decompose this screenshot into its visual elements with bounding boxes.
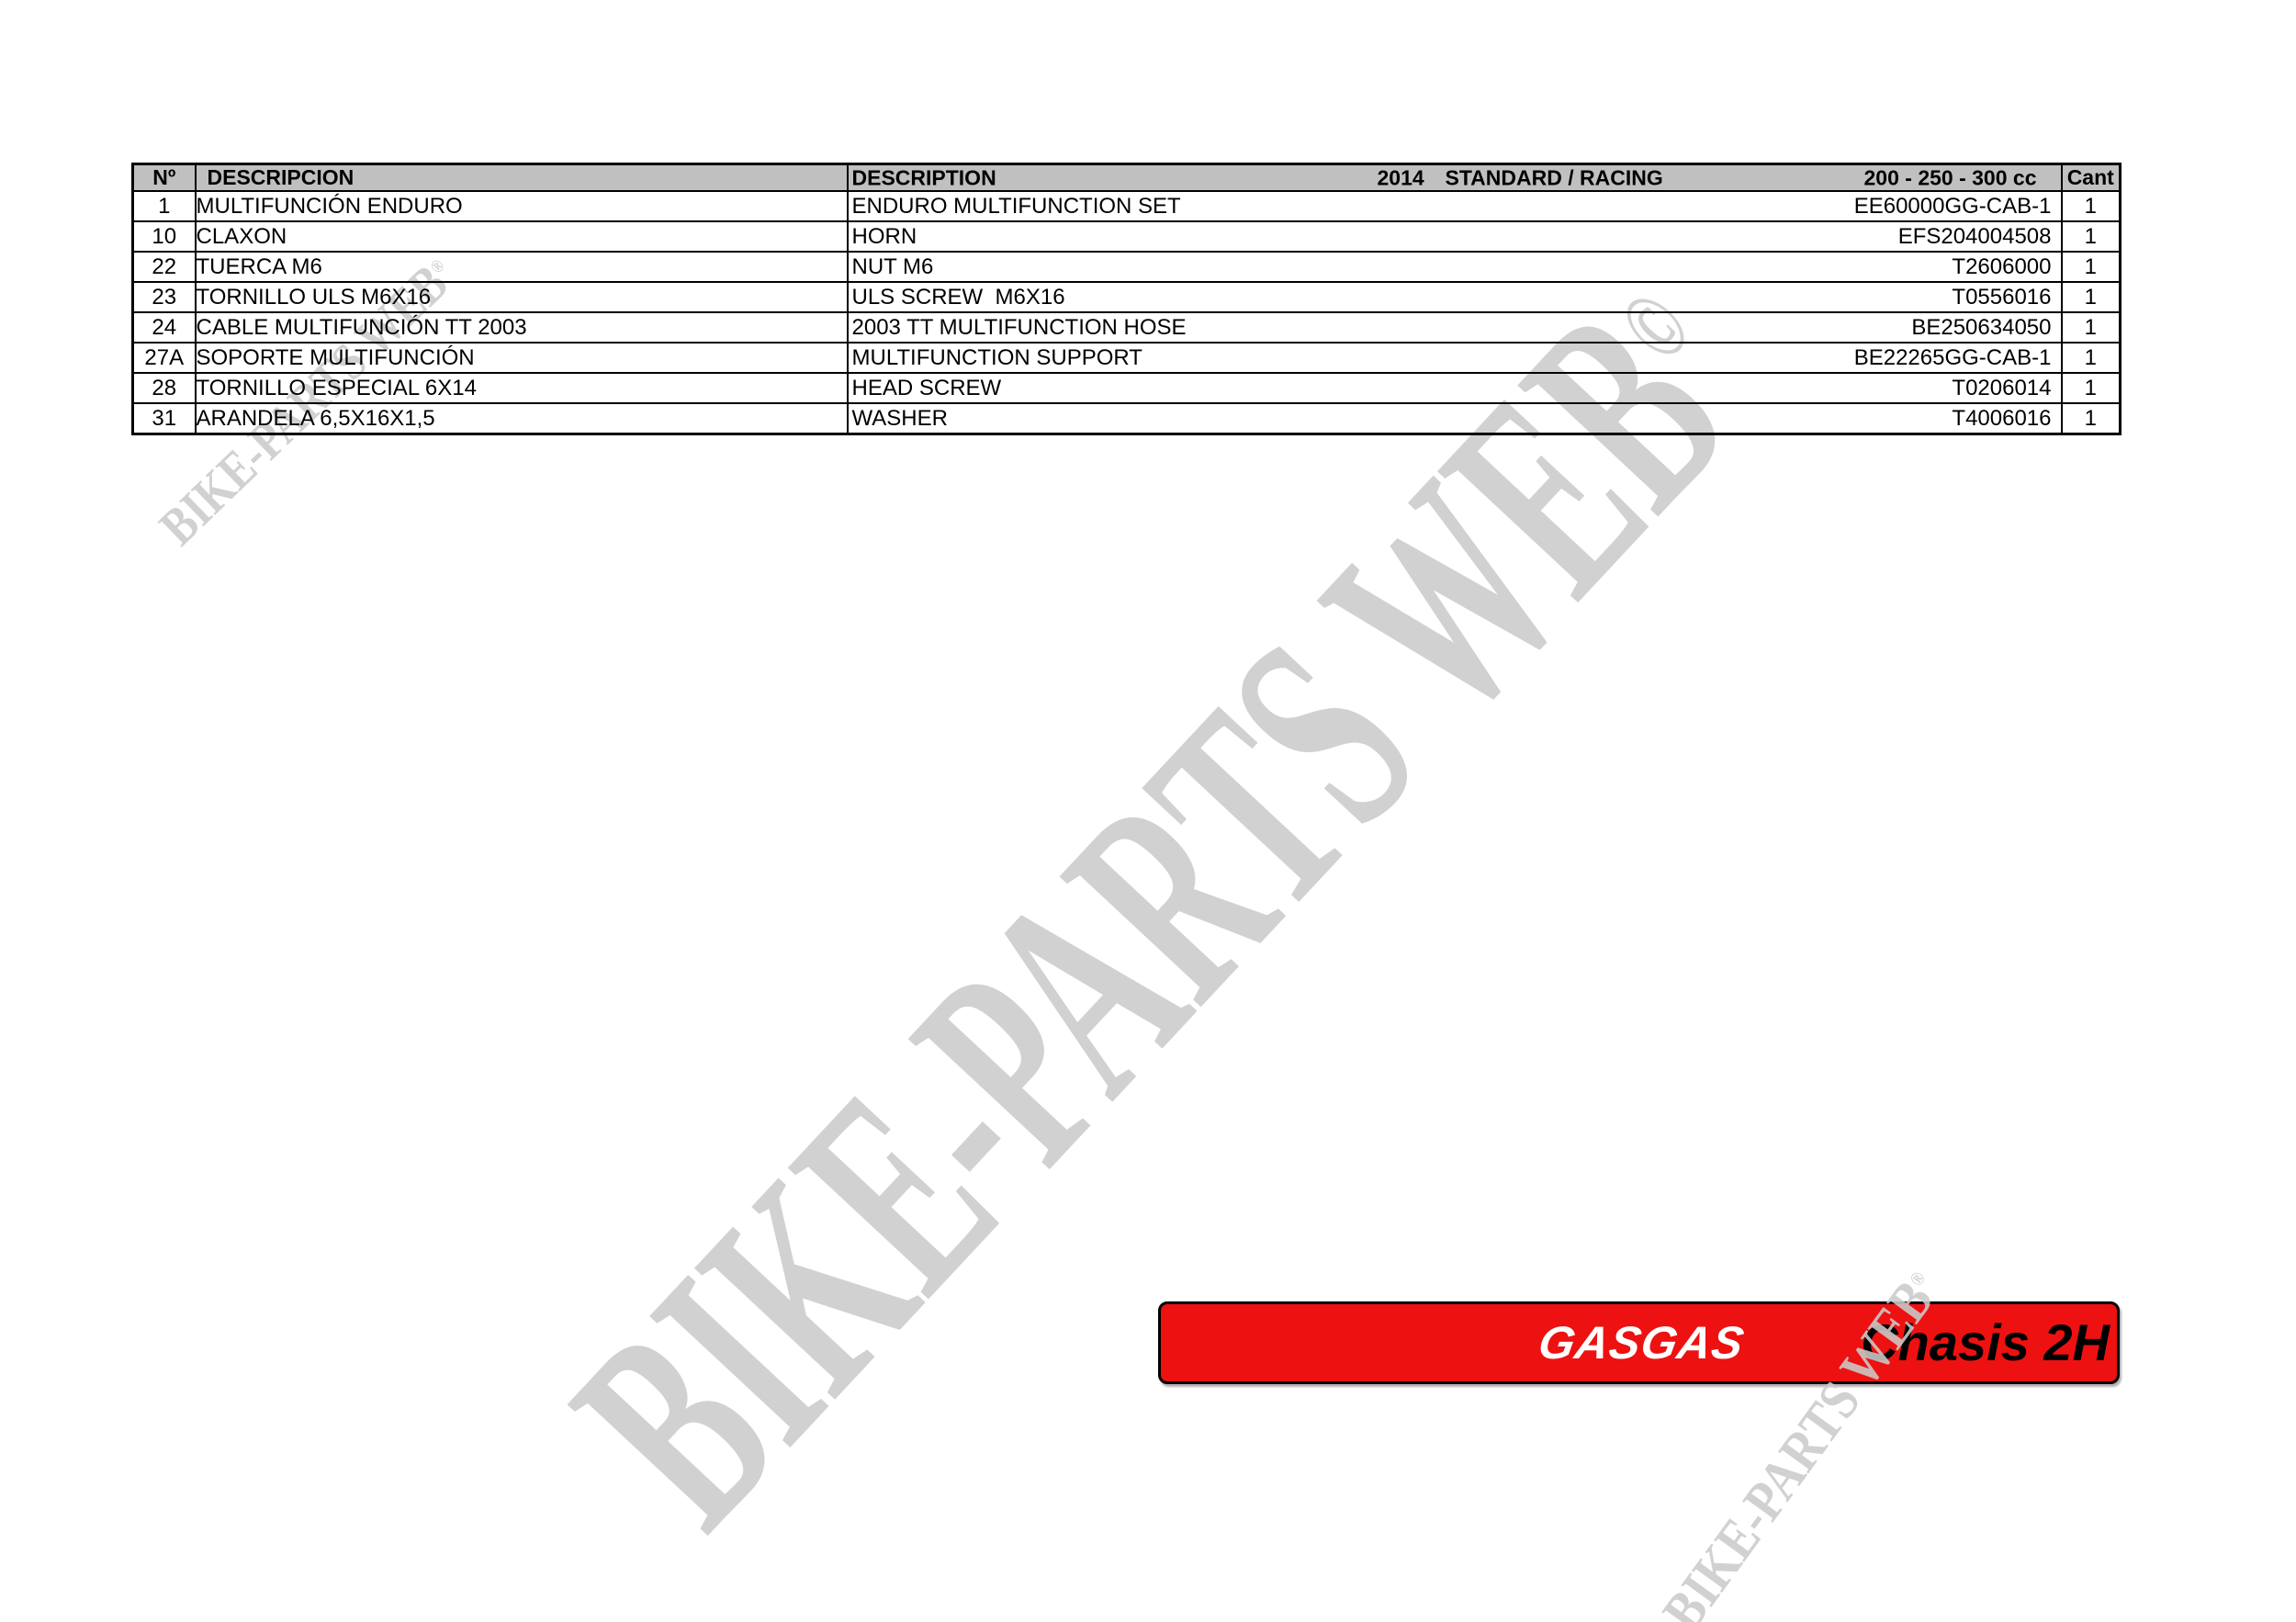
chassis-model-label: Chasis 2H — [1861, 1313, 2110, 1371]
part-number: T2606000 — [1952, 253, 2052, 279]
part-ref-number: 10 — [131, 220, 197, 253]
description-en-cell: NUT M6 T2606000 — [846, 251, 2063, 283]
quantity: 1 — [2060, 281, 2122, 313]
part-number: T4006016 — [1952, 405, 2052, 431]
description-en-cell: MULTIFUNCTION SUPPORT BE22265GG-CAB-1 — [846, 342, 2063, 374]
table-header-row: Nº DESCRIPCION DESCRIPTION 2014 STANDARD… — [131, 163, 2122, 192]
description-en-cell: 2003 TT MULTIFUNCTION HOSE BE250634050 — [846, 311, 2063, 344]
description-en: NUT M6 — [851, 253, 934, 279]
table-row: 10 CLAXON HORN EFS204004508 1 — [131, 220, 2122, 253]
part-ref-number: 23 — [131, 281, 197, 313]
quantity: 1 — [2060, 251, 2122, 283]
part-ref-number: 28 — [131, 372, 197, 404]
part-ref-number: 24 — [131, 311, 197, 344]
header-quantity: Cant — [2060, 163, 2122, 192]
part-ref-number: 22 — [131, 251, 197, 283]
description-es: MULTIFUNCIÓN ENDURO — [194, 190, 849, 222]
description-es: TORNILLO ULS M6X16 — [194, 281, 849, 313]
table-row: 27A SOPORTE MULTIFUNCIÓN MULTIFUNCTION S… — [131, 342, 2122, 374]
table-row: 28 TORNILLO ESPECIAL 6X14 HEAD SCREW T020… — [131, 372, 2122, 404]
description-en: WASHER — [851, 405, 948, 431]
registered-icon: ® — [1905, 1267, 1930, 1290]
quantity: 1 — [2060, 342, 2122, 374]
table-row: 23 TORNILLO ULS M6X16 ULS SCREW M6X16 T05… — [131, 281, 2122, 313]
description-es: TUERCA M6 — [194, 251, 849, 283]
header-descripcion: DESCRIPCION — [194, 163, 849, 192]
quantity: 1 — [2060, 372, 2122, 404]
description-en: ULS SCREW M6X16 — [851, 284, 1065, 310]
part-ref-number: 27A — [131, 342, 197, 374]
gasgas-logo: GASGAS — [1535, 1317, 1749, 1369]
quantity: 1 — [2060, 311, 2122, 344]
quantity: 1 — [2060, 220, 2122, 253]
description-en: ENDURO MULTIFUNCTION SET — [851, 193, 1181, 219]
description-es: CABLE MULTIFUNCIÓN TT 2003 — [194, 311, 849, 344]
table-row: 31 ARANDELA 6,5X16X1,5 WASHER T4006016 1 — [131, 402, 2122, 435]
parts-table: Nº DESCRIPCION DESCRIPTION 2014 STANDARD… — [131, 163, 2122, 435]
header-engine-sizes: 200 - 250 - 300 cc — [1863, 165, 2037, 189]
description-en: HEAD SCREW — [851, 375, 1002, 400]
description-en-cell: ULS SCREW M6X16 T0556016 — [846, 281, 2063, 313]
description-en-cell: HEAD SCREW T0206014 — [846, 372, 2063, 404]
description-es: ARANDELA 6,5X16X1,5 — [194, 402, 849, 435]
description-en: MULTIFUNCTION SUPPORT — [851, 344, 1142, 370]
part-number: EFS204004508 — [1897, 223, 2052, 249]
header-variant: STANDARD / RACING — [1445, 165, 1663, 189]
table-row: 24 CABLE MULTIFUNCIÓN TT 2003 2003 TT MU… — [131, 311, 2122, 344]
part-number: BE22265GG-CAB-1 — [1853, 344, 2052, 370]
part-number: T0206014 — [1952, 375, 2052, 400]
description-en: 2003 TT MULTIFUNCTION HOSE — [851, 314, 1187, 340]
description-es: SOPORTE MULTIFUNCIÓN — [194, 342, 849, 374]
header-ref-number: Nº — [131, 163, 197, 192]
header-model-year: 2014 — [1377, 165, 1424, 189]
table-row: 22 TUERCA M6 NUT M6 T2606000 1 — [131, 251, 2122, 283]
description-en-cell: ENDURO MULTIFUNCTION SET EE60000GG-CAB-1 — [846, 190, 2063, 222]
description-es: CLAXON — [194, 220, 849, 253]
part-number: BE250634050 — [1911, 314, 2052, 340]
part-ref-number: 1 — [131, 190, 197, 222]
part-number: T0556016 — [1952, 284, 2052, 310]
description-es: TORNILLO ESPECIAL 6X14 — [194, 372, 849, 404]
table-row: 1 MULTIFUNCIÓN ENDURO ENDURO MULTIFUNCTI… — [131, 190, 2122, 222]
header-description: DESCRIPTION — [851, 165, 996, 189]
header-description-group: DESCRIPTION 2014 STANDARD / RACING 200 -… — [846, 163, 2063, 192]
quantity: 1 — [2060, 190, 2122, 222]
brand-banner: GASGAS Chasis 2H — [1158, 1301, 2120, 1384]
description-en-cell: WASHER T4006016 — [846, 402, 2063, 435]
description-en: HORN — [851, 223, 917, 249]
quantity: 1 — [2060, 402, 2122, 435]
description-en-cell: HORN EFS204004508 — [846, 220, 2063, 253]
part-number: EE60000GG-CAB-1 — [1853, 193, 2052, 219]
part-ref-number: 31 — [131, 402, 197, 435]
